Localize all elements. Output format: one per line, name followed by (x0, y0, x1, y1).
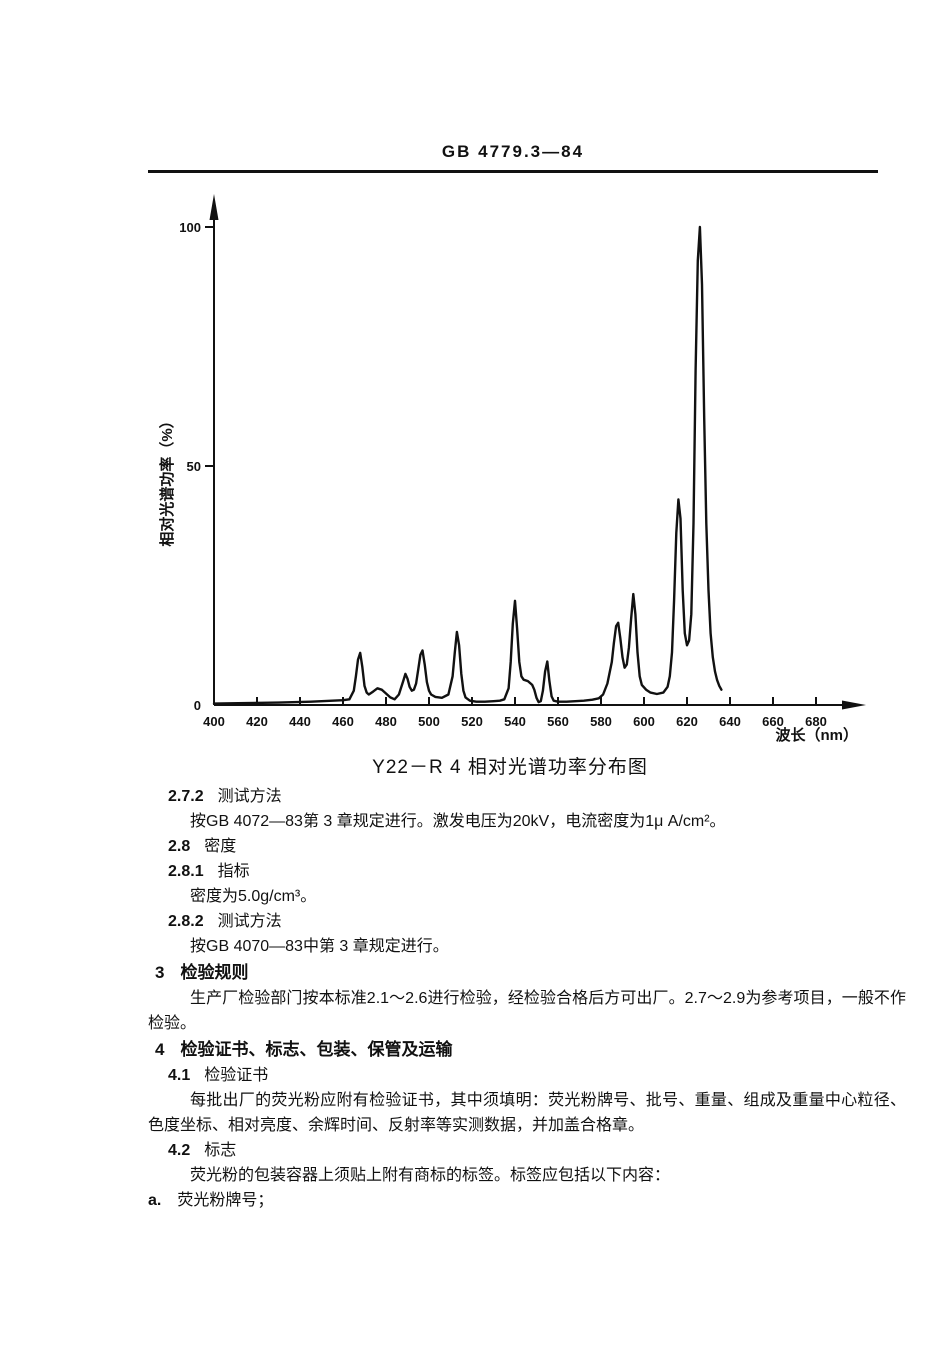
x-axis-arrow (842, 700, 866, 710)
x-tick-label: 600 (633, 714, 655, 729)
x-tick-label: 400 (203, 714, 225, 729)
section-heading-4-1: 4.1 检验证书 (168, 1063, 906, 1088)
list-item-text: 荧光粉牌号； (177, 1192, 274, 1209)
paragraph: 生产厂检验部门按本标准2.1～2.6进行检验，经检验合格后方可出厂。2.7～2.… (148, 990, 906, 1032)
x-axis-title: 波长（nm） (775, 726, 858, 744)
section-title: 标志 (204, 1142, 237, 1159)
chart-caption: Y22－R 4 相对光谱功率分布图 (372, 757, 648, 778)
y-axis-title: 相对光谱功率（%） (158, 413, 176, 546)
paragraph: 按GB 4072—83第 3 章规定进行。激发电压为20kV，电流密度为1μ A… (190, 813, 726, 830)
chapter-number: 4 (155, 1040, 165, 1059)
spectrum-chart: 400 420 440 460 480 500 520 540 560 580 600 620 640 6… (130, 180, 890, 755)
section-number: 2.8 (168, 838, 191, 855)
x-tick-label: 620 (676, 714, 698, 729)
section-heading-2-8-1: 2.8.1 指标 (168, 859, 906, 884)
x-tick-label: 500 (418, 714, 440, 729)
paragraph: 每批出厂的荧光粉应附有检验证书，其中须填明：荧光粉牌号、批号、重量、组成及重量中… (148, 1092, 906, 1134)
x-tick-label: 580 (590, 714, 612, 729)
paragraph: 荧光粉的包装容器上须贴上附有商标的标签。标签应包括以下内容： (190, 1167, 671, 1184)
chapter-heading-4: 4 检验证书、标志、包装、保管及运输 (155, 1036, 906, 1063)
x-tick-label: 560 (547, 714, 569, 729)
x-tick-label: 660 (762, 714, 784, 729)
x-tick-label: 520 (461, 714, 483, 729)
y-tick-label: 100 (179, 220, 201, 235)
list-item-label: a. (148, 1192, 162, 1209)
y-tick-label: 50 (187, 459, 201, 474)
x-tick-label: 680 (805, 714, 827, 729)
standard-number: GB 4779.3—84 (441, 142, 585, 161)
section-number: 4.1 (168, 1067, 191, 1084)
chapter-heading-3: 3 检验规则 (155, 959, 906, 986)
x-tick-label: 440 (289, 714, 311, 729)
section-number: 4.2 (168, 1142, 191, 1159)
header-rule (148, 170, 878, 173)
y-tick-label: 0 (194, 698, 201, 713)
section-title: 测试方法 (217, 788, 282, 805)
x-tick-label: 540 (504, 714, 526, 729)
x-tick-label: 460 (332, 714, 354, 729)
section-number: 2.7.2 (168, 788, 204, 805)
x-tick-label: 640 (719, 714, 741, 729)
list-item-a: a. 荧光粉牌号； (148, 1188, 906, 1213)
spectrum-chart-svg: 400 420 440 460 480 500 520 540 560 580 600 620 640 6… (158, 194, 866, 744)
section-heading-2-8-2: 2.8.2 测试方法 (168, 909, 906, 934)
x-tick-label: 420 (246, 714, 268, 729)
paragraph: 密度为5.0g/cm³。 (190, 888, 317, 905)
chapter-title: 检验规则 (180, 963, 249, 982)
section-title: 测试方法 (217, 913, 282, 930)
section-heading-2-7-2: 2.7.2 测试方法 (168, 784, 906, 809)
x-tick-label: 480 (375, 714, 397, 729)
paragraph: 按GB 4070—83中第 3 章规定进行。 (190, 938, 449, 955)
document-body: 2.7.2 测试方法 按GB 4072—83第 3 章规定进行。激发电压为20kV… (148, 784, 906, 1213)
chapter-number: 3 (155, 963, 165, 982)
section-heading-4-2: 4.2 标志 (168, 1138, 906, 1163)
section-title: 密度 (204, 838, 237, 855)
spectrum-curve (212, 225, 723, 705)
section-number: 2.8.1 (168, 863, 204, 880)
section-heading-2-8: 2.8 密度 (168, 834, 906, 859)
chapter-title: 检验证书、标志、包装、保管及运输 (180, 1040, 453, 1059)
section-title: 指标 (217, 863, 250, 880)
section-number: 2.8.2 (168, 913, 204, 930)
y-axis-arrow (209, 194, 219, 220)
section-title: 检验证书 (204, 1067, 269, 1084)
